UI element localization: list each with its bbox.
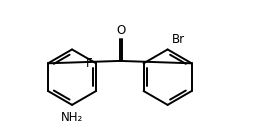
Text: NH₂: NH₂: [61, 111, 83, 124]
Text: O: O: [117, 24, 126, 37]
Text: Br: Br: [171, 33, 185, 46]
Text: F: F: [86, 57, 92, 70]
